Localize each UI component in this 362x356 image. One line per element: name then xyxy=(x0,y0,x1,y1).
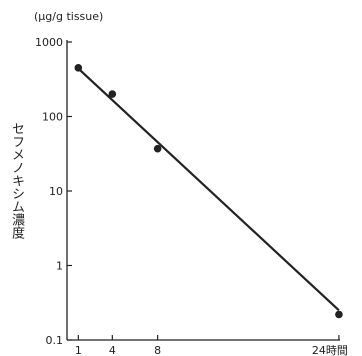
y-tick-labels: 0.1 1 10 100 1000 xyxy=(35,36,63,347)
y-unit-label: (μg/g tissue) xyxy=(34,10,103,23)
x-tick-label: 1 xyxy=(75,344,82,356)
data-point xyxy=(153,144,162,153)
axes xyxy=(66,40,340,341)
data-point xyxy=(108,90,117,98)
x-tick-label: 4 xyxy=(109,344,116,356)
y-tick-label: 0.1 xyxy=(46,334,64,347)
data-point xyxy=(335,310,343,319)
data-point xyxy=(74,64,83,72)
fit-line-group xyxy=(77,67,340,312)
y-tick-label: 10 xyxy=(49,185,63,198)
fit-line xyxy=(77,67,340,312)
x-tick-labels: 1 4 8 24時間 xyxy=(75,344,348,356)
data-points xyxy=(74,64,343,319)
y-tick-label: 1000 xyxy=(35,36,63,49)
y-axis-title: セフメノキシム濃度 xyxy=(9,122,24,239)
x-tick-label: 24時間 xyxy=(312,344,348,356)
x-tick-label: 8 xyxy=(154,344,161,356)
y-tick-label: 100 xyxy=(42,111,63,124)
y-tick-label: 1 xyxy=(56,260,63,273)
